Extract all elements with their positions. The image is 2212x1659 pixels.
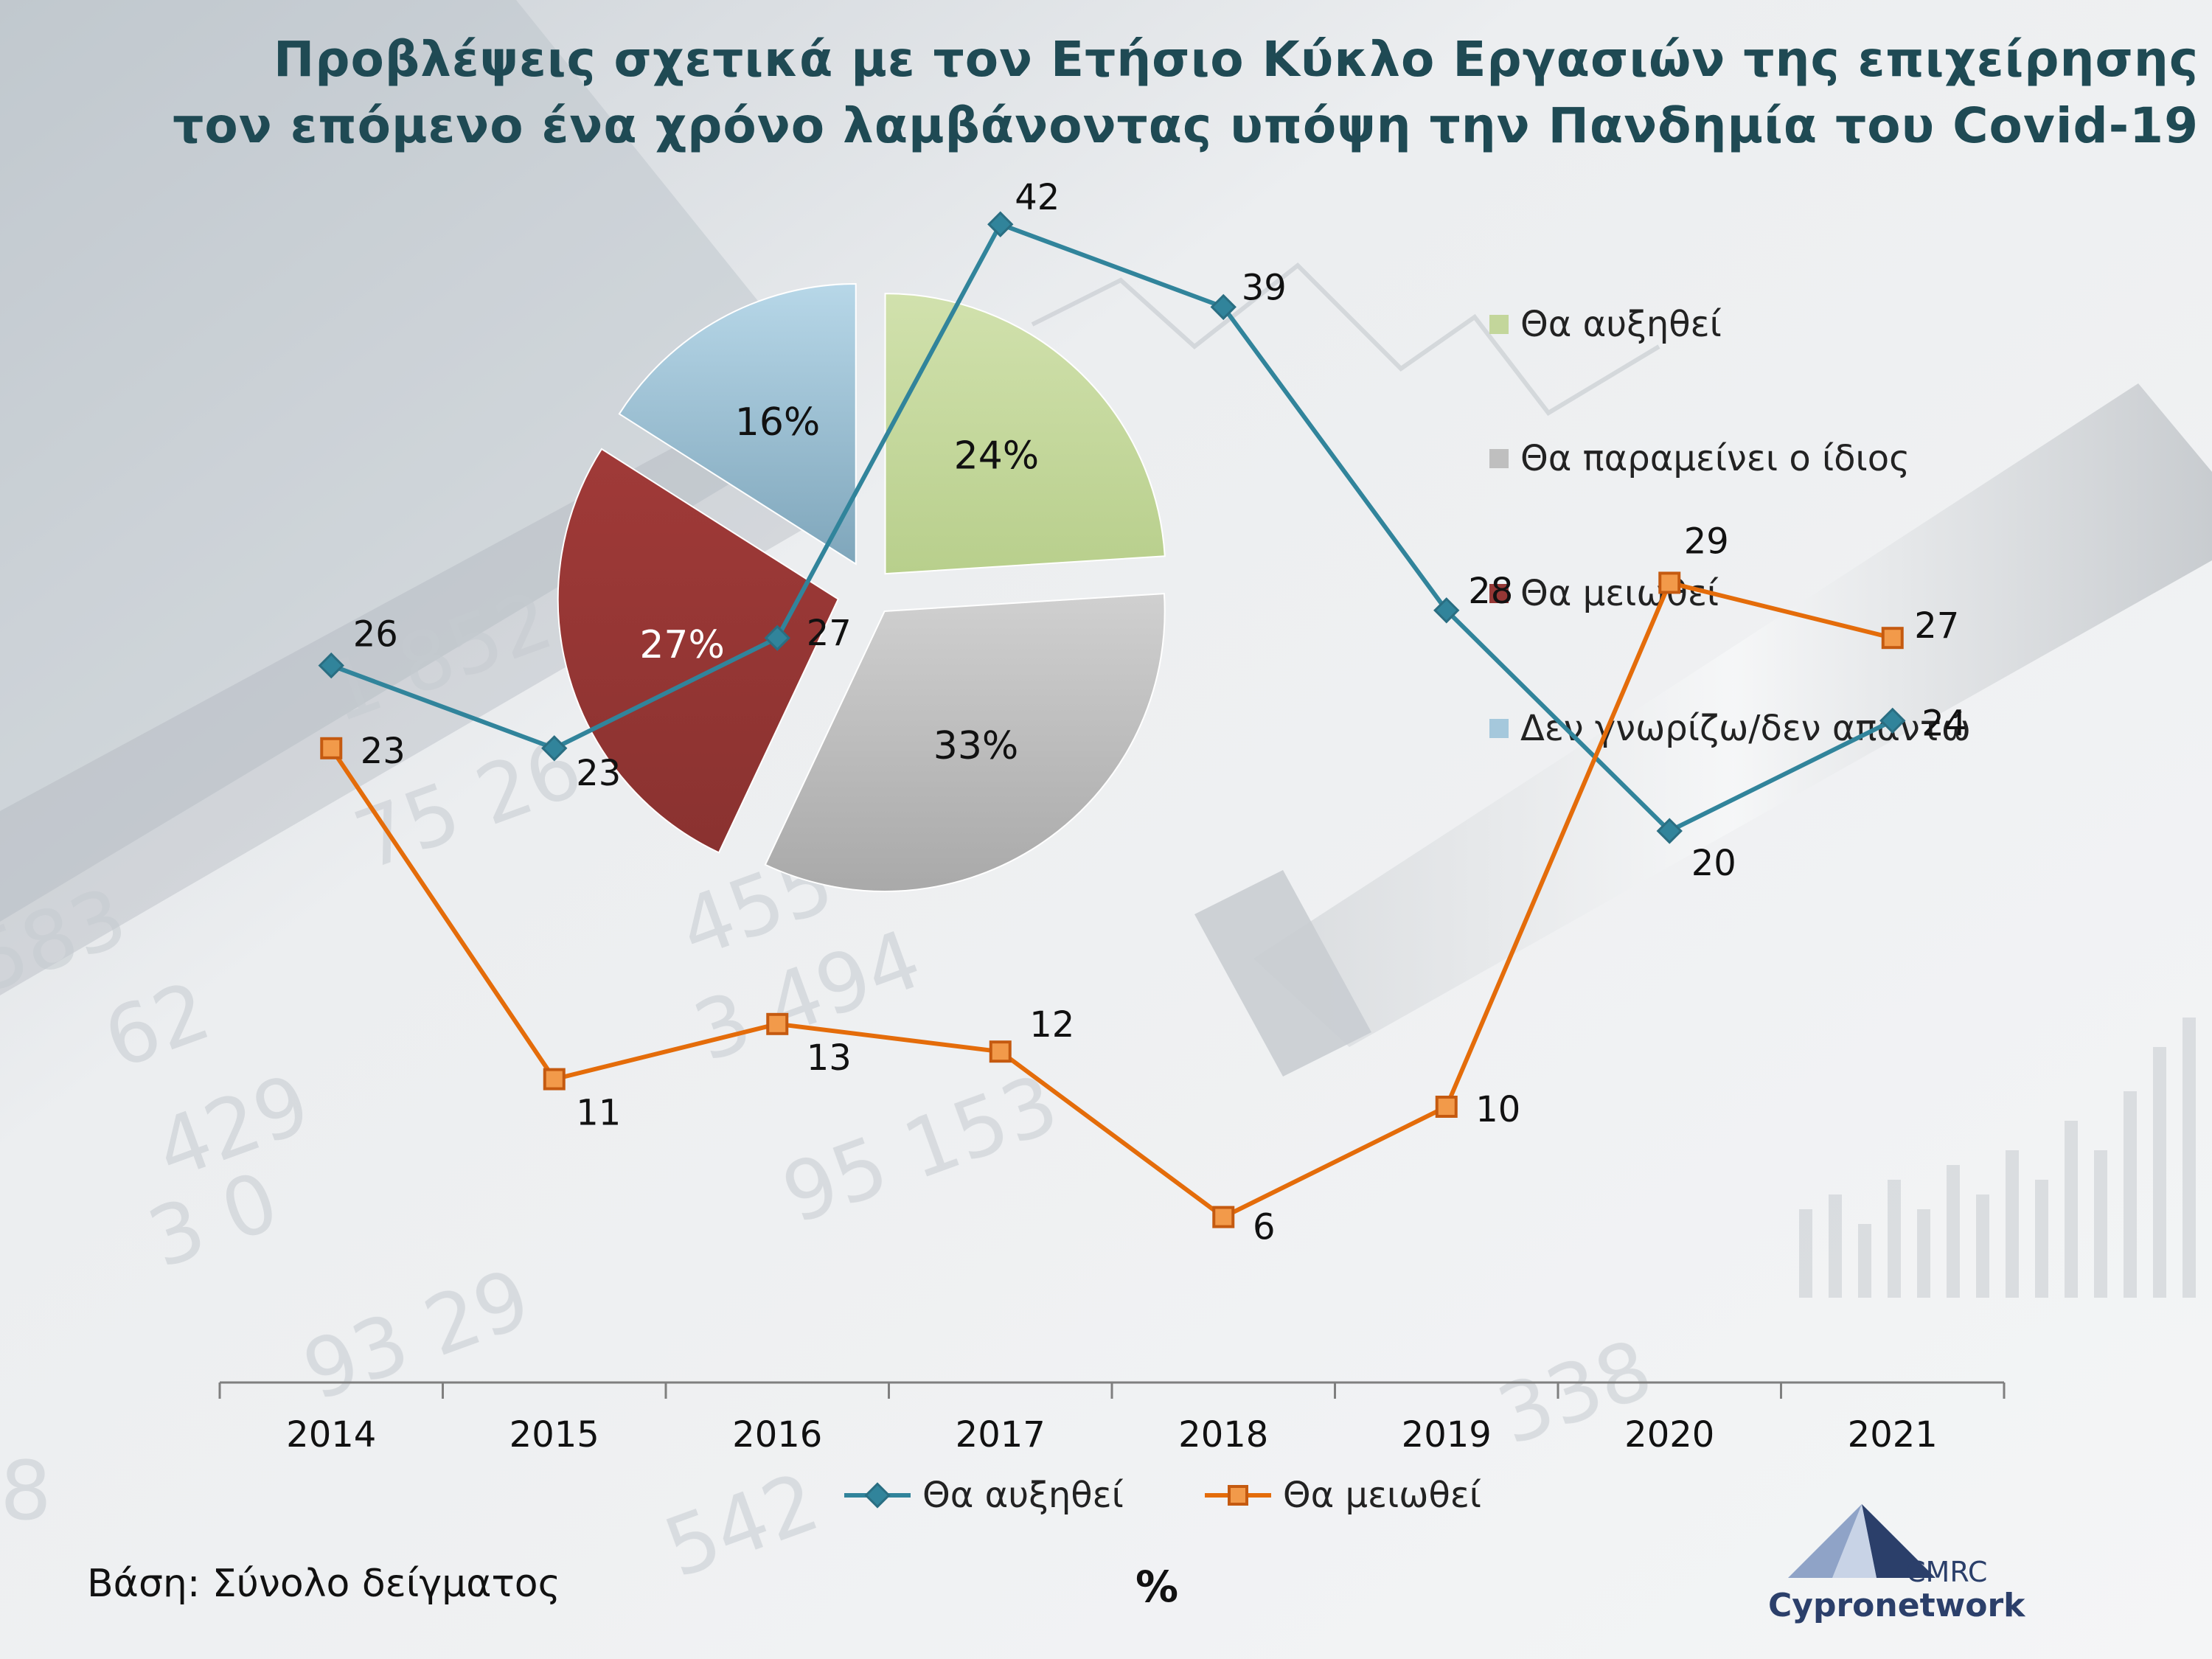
data-label-increase-2019: 28: [1468, 571, 1513, 612]
line-legend-marker-decrease: [1204, 1485, 1271, 1506]
x-tick-label-2016: 2016: [732, 1414, 822, 1455]
pie-label-increase: 24%: [954, 434, 1040, 478]
point-increase-2019: [1433, 597, 1460, 624]
data-label-decrease-2018: 6: [1253, 1207, 1276, 1248]
point-increase-2018: [1210, 293, 1237, 321]
data-label-increase-2014: 26: [353, 614, 398, 655]
point-decrease-2017: [989, 1040, 1012, 1063]
legend-swatch-dontknow: [1489, 719, 1509, 738]
point-increase-2015: [541, 735, 568, 762]
data-label-decrease-2020: 29: [1684, 521, 1729, 562]
chart-title-line2: τον επόμενο ένα χρόνο λαμβάνοντας υπόψη …: [173, 97, 2199, 154]
legend-item-decrease: Θα μειωθεί: [1489, 571, 1719, 616]
line-legend: Θα αυξηθεί Θα μειωθεί: [844, 1475, 1562, 1516]
x-tick-label-2019: 2019: [1402, 1414, 1492, 1455]
legend-swatch-same: [1489, 449, 1509, 468]
data-label-increase-2017: 42: [1015, 177, 1060, 218]
base-note: Βάση: Σύνολο δείγματος: [87, 1562, 561, 1606]
data-label-decrease-2016: 13: [807, 1037, 852, 1079]
svg-text:8: 8: [0, 1444, 52, 1538]
pie-label-decrease: 27%: [639, 623, 725, 667]
data-label-decrease-2014: 23: [361, 731, 406, 772]
data-label-increase-2015: 23: [576, 753, 621, 794]
line-legend-label-increase: Θα αυξηθεί: [922, 1475, 1124, 1516]
x-tick-label-2015: 2015: [509, 1414, 599, 1455]
data-label-decrease-2015: 11: [576, 1093, 621, 1134]
point-decrease-2015: [543, 1068, 566, 1091]
point-decrease-2014: [320, 737, 343, 759]
data-label-increase-2016: 27: [807, 613, 852, 654]
legend-swatch-increase: [1489, 315, 1509, 334]
point-increase-2016: [764, 625, 790, 651]
data-label-decrease-2019: 10: [1475, 1089, 1520, 1130]
pie-label-dontknow: 16%: [735, 400, 821, 445]
legend-item-same: Θα παραμείνει ο ίδιος: [1489, 437, 1910, 481]
point-decrease-2020: [1658, 571, 1681, 594]
x-tick-label-2020: 2020: [1624, 1414, 1714, 1455]
data-label-decrease-2021: 27: [1914, 605, 1959, 647]
legend-label-same: Θα παραμείνει ο ίδιος: [1520, 438, 1910, 479]
logo-short-name: CMRC: [1906, 1556, 1988, 1588]
point-increase-2021: [1879, 707, 1906, 734]
line-legend-item-increase: Θα αυξηθεί: [844, 1475, 1124, 1516]
pie-slice-same: [764, 593, 1166, 892]
data-label-increase-2020: 20: [1691, 843, 1736, 884]
point-decrease-2019: [1435, 1096, 1458, 1118]
pie-slice-increase: [884, 293, 1166, 575]
point-decrease-2021: [1881, 627, 1904, 650]
data-label-increase-2021: 24: [1921, 703, 1966, 744]
pie-label-same: 33%: [933, 724, 1019, 768]
x-tick-label-2017: 2017: [956, 1414, 1046, 1455]
pie-slice-dontknow: [618, 282, 857, 566]
series-line-increase: [330, 222, 1894, 833]
point-increase-2014: [318, 652, 344, 679]
legend-label-decrease: Θα μειωθεί: [1520, 573, 1719, 614]
unit-label: %: [1135, 1562, 1179, 1612]
point-increase-2020: [1656, 818, 1683, 844]
line-legend-item-decrease: Θα μειωθεί: [1204, 1475, 1481, 1516]
line-legend-label-decrease: Θα μειωθεί: [1282, 1475, 1481, 1516]
pie-slice-decrease: [557, 448, 840, 854]
point-decrease-2016: [766, 1012, 789, 1035]
legend-label-increase: Θα αυξηθεί: [1520, 304, 1722, 345]
legend-swatch-decrease: [1489, 584, 1509, 603]
x-tick-label-2018: 2018: [1178, 1414, 1268, 1455]
x-tick-label-2021: 2021: [1848, 1414, 1938, 1455]
series-line-decrease: [329, 580, 1893, 1220]
chart-title-line1: Προβλέψεις σχετικά με τον Ετήσιο Κύκλο Ε…: [274, 31, 2199, 88]
data-label-increase-2018: 39: [1242, 267, 1287, 308]
point-increase-2017: [987, 211, 1014, 237]
x-tick-label-2014: 2014: [286, 1414, 376, 1455]
logo-name: Cypronetwork: [1768, 1587, 2025, 1624]
data-label-decrease-2017: 12: [1029, 1004, 1074, 1046]
line-legend-marker-increase: [844, 1482, 911, 1509]
cmrc-logo-icon: [1788, 1504, 1935, 1578]
point-decrease-2018: [1212, 1206, 1235, 1228]
legend-item-increase: Θα αυξηθεί: [1489, 302, 1722, 347]
